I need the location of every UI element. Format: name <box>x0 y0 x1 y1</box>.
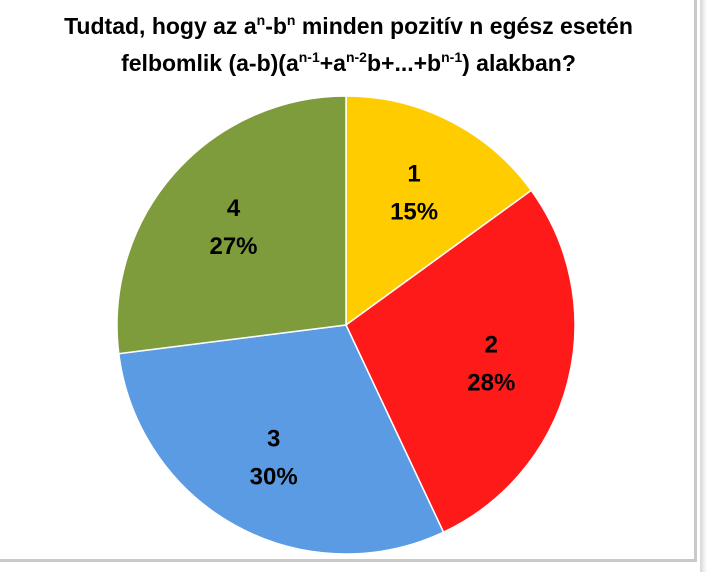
title-text: b+...+b <box>366 50 442 76</box>
chart-title: Tudtad, hogy az an-bn minden pozitív n e… <box>0 8 697 82</box>
title-superscript: n-1 <box>298 49 320 65</box>
title-text: -b <box>265 13 287 39</box>
slice-value-label-1: 15% <box>390 198 438 225</box>
chart-title-line-2: felbomlik (a-b)(an-1+an-2b+...+bn-1) ala… <box>0 45 697 82</box>
slice-value-label-2: 28% <box>467 369 515 396</box>
pie-slice-4 <box>116 95 347 355</box>
slice-category-label-4: 4 <box>227 195 241 222</box>
title-text: minden pozitív n egész esetén <box>295 13 633 39</box>
slice-category-label-3: 3 <box>267 425 280 452</box>
title-text: felbomlik (a-b)(a <box>121 50 299 76</box>
title-text: ) alakban? <box>462 50 576 76</box>
slice-value-label-3: 30% <box>250 463 298 490</box>
slice-category-label-2: 2 <box>485 331 498 358</box>
slice-category-label-1: 1 <box>407 160 420 187</box>
title-superscript: n-2 <box>345 49 367 65</box>
frame-shadow <box>700 0 707 572</box>
chart-title-line-1: Tudtad, hogy az an-bn minden pozitív n e… <box>0 8 697 45</box>
title-superscript: n <box>286 12 296 28</box>
pie-slice-1 <box>345 95 533 327</box>
chart-frame <box>0 0 697 562</box>
slice-value-label-4: 27% <box>209 233 257 260</box>
title-text: +a <box>319 50 346 76</box>
pie-slice-2 <box>345 189 576 534</box>
pie-slice-3 <box>117 324 445 555</box>
title-superscript: n <box>256 12 266 28</box>
title-superscript: n-1 <box>441 49 463 65</box>
title-text: Tudtad, hogy az a <box>64 13 257 39</box>
